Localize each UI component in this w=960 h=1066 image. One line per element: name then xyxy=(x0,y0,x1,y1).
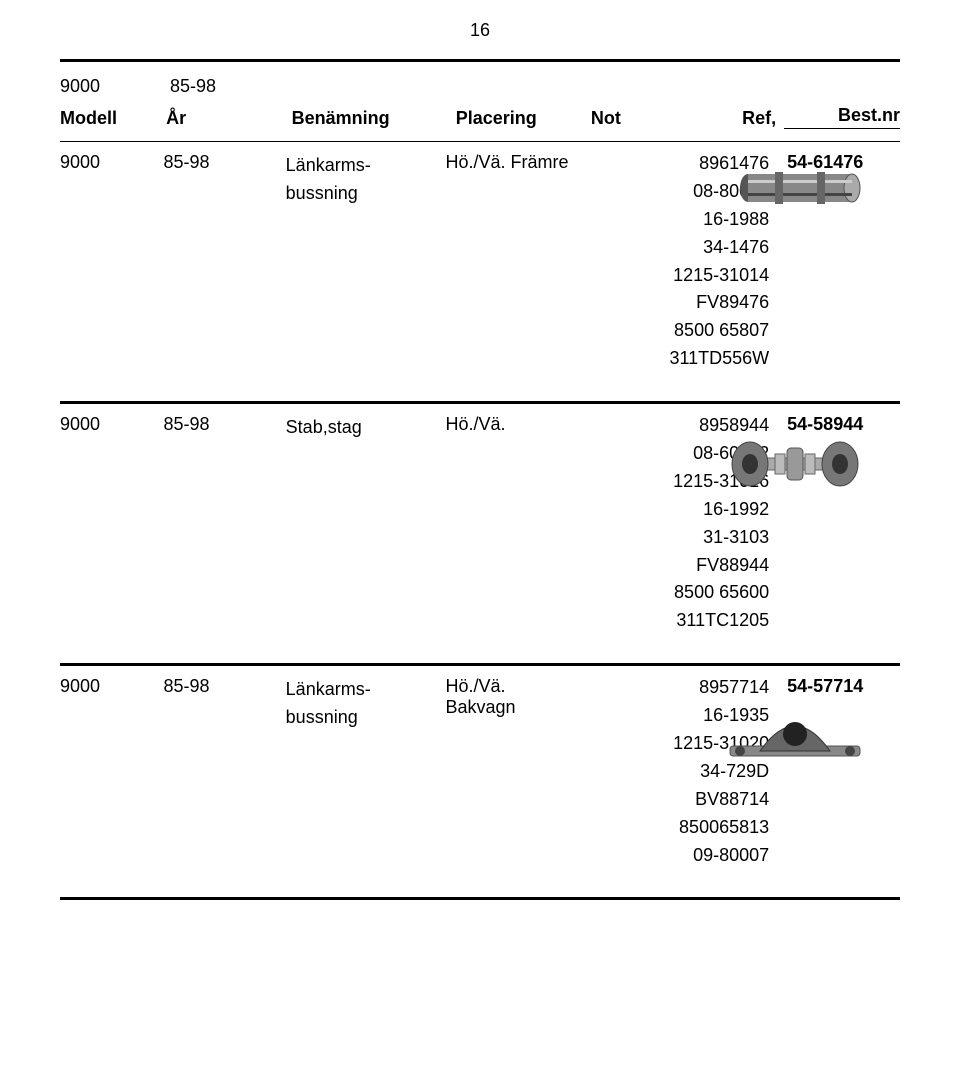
ref-line: 09-80007 xyxy=(657,842,769,870)
cell-bestnr: 54-57714 xyxy=(777,674,900,697)
header-rule-group: 9000 85-98 Modell År Benämning Placering… xyxy=(60,59,900,142)
cell-years: 85-98 xyxy=(163,150,285,173)
entry-1-wrap: 9000 85-98 Länkarms- bussning Hö./Vä. Fr… xyxy=(60,142,900,401)
part-image-stabilizer-link-icon xyxy=(720,418,870,508)
cell-not xyxy=(577,412,657,635)
part-image-bushing-cylinder-icon xyxy=(730,166,870,210)
part-image-rear-bushing-mount-icon xyxy=(720,696,870,766)
cell-years: 85-98 xyxy=(163,412,285,435)
ref-line: FV89476 xyxy=(657,289,769,317)
ref-line: 311TC1205 xyxy=(657,607,769,635)
name-line: bussning xyxy=(286,180,446,208)
cell-name: Stab,stag xyxy=(286,412,446,442)
col-header-ref: Ref, xyxy=(668,108,784,129)
section-years: 85-98 xyxy=(170,76,300,97)
col-header-modell: Modell xyxy=(60,108,166,129)
entry-3-wrap: 9000 85-98 Länkarms- bussning Hö./Vä. Ba… xyxy=(60,666,900,897)
name-line: bussning xyxy=(286,704,446,732)
ref-line: 8500 65600 xyxy=(657,579,769,607)
cell-placering: Hö./Vä. xyxy=(446,412,578,435)
section-title-row: 9000 85-98 xyxy=(60,62,900,97)
name-line: Länkarms- xyxy=(286,676,446,704)
ref-line: 311TD556W xyxy=(657,345,769,373)
entry-2-wrap: 9000 85-98 Stab,stag Hö./Vä. 8958944 08-… xyxy=(60,404,900,663)
column-header-row: Modell År Benämning Placering Not Ref, B… xyxy=(60,97,900,135)
cell-placering: Hö./Vä. Främre xyxy=(446,150,578,173)
name-line: Stab,stag xyxy=(286,414,446,442)
col-header-not: Not xyxy=(591,108,668,129)
cell-placering: Hö./Vä. Bakvagn xyxy=(446,674,578,718)
cell-model: 9000 xyxy=(60,674,163,697)
cell-not xyxy=(577,674,657,869)
cell-name: Länkarms- bussning xyxy=(286,150,446,208)
cell-not xyxy=(577,150,657,373)
col-header-bestnr: Best.nr xyxy=(784,105,900,129)
col-header-placering: Placering xyxy=(456,108,591,129)
ref-line: 850065813 xyxy=(657,814,769,842)
cell-name: Länkarms- bussning xyxy=(286,674,446,732)
cell-model: 9000 xyxy=(60,412,163,435)
ref-line: 34-1476 xyxy=(657,234,769,262)
rule-thick-bottom xyxy=(60,897,900,900)
ref-line: 31-3103 xyxy=(657,524,769,552)
col-header-benamning: Benämning xyxy=(292,108,456,129)
cell-years: 85-98 xyxy=(163,674,285,697)
page-number: 16 xyxy=(60,20,900,41)
cell-model: 9000 xyxy=(60,150,163,173)
ref-line: BV88714 xyxy=(657,786,769,814)
section-model: 9000 xyxy=(60,76,170,97)
ref-line: FV88944 xyxy=(657,552,769,580)
name-line: Länkarms- xyxy=(286,152,446,180)
ref-line: 1215-31014 xyxy=(657,262,769,290)
col-header-ar: År xyxy=(166,108,291,129)
ref-line: 8500 65807 xyxy=(657,317,769,345)
page: 16 9000 85-98 Modell År Benämning Placer… xyxy=(0,0,960,940)
